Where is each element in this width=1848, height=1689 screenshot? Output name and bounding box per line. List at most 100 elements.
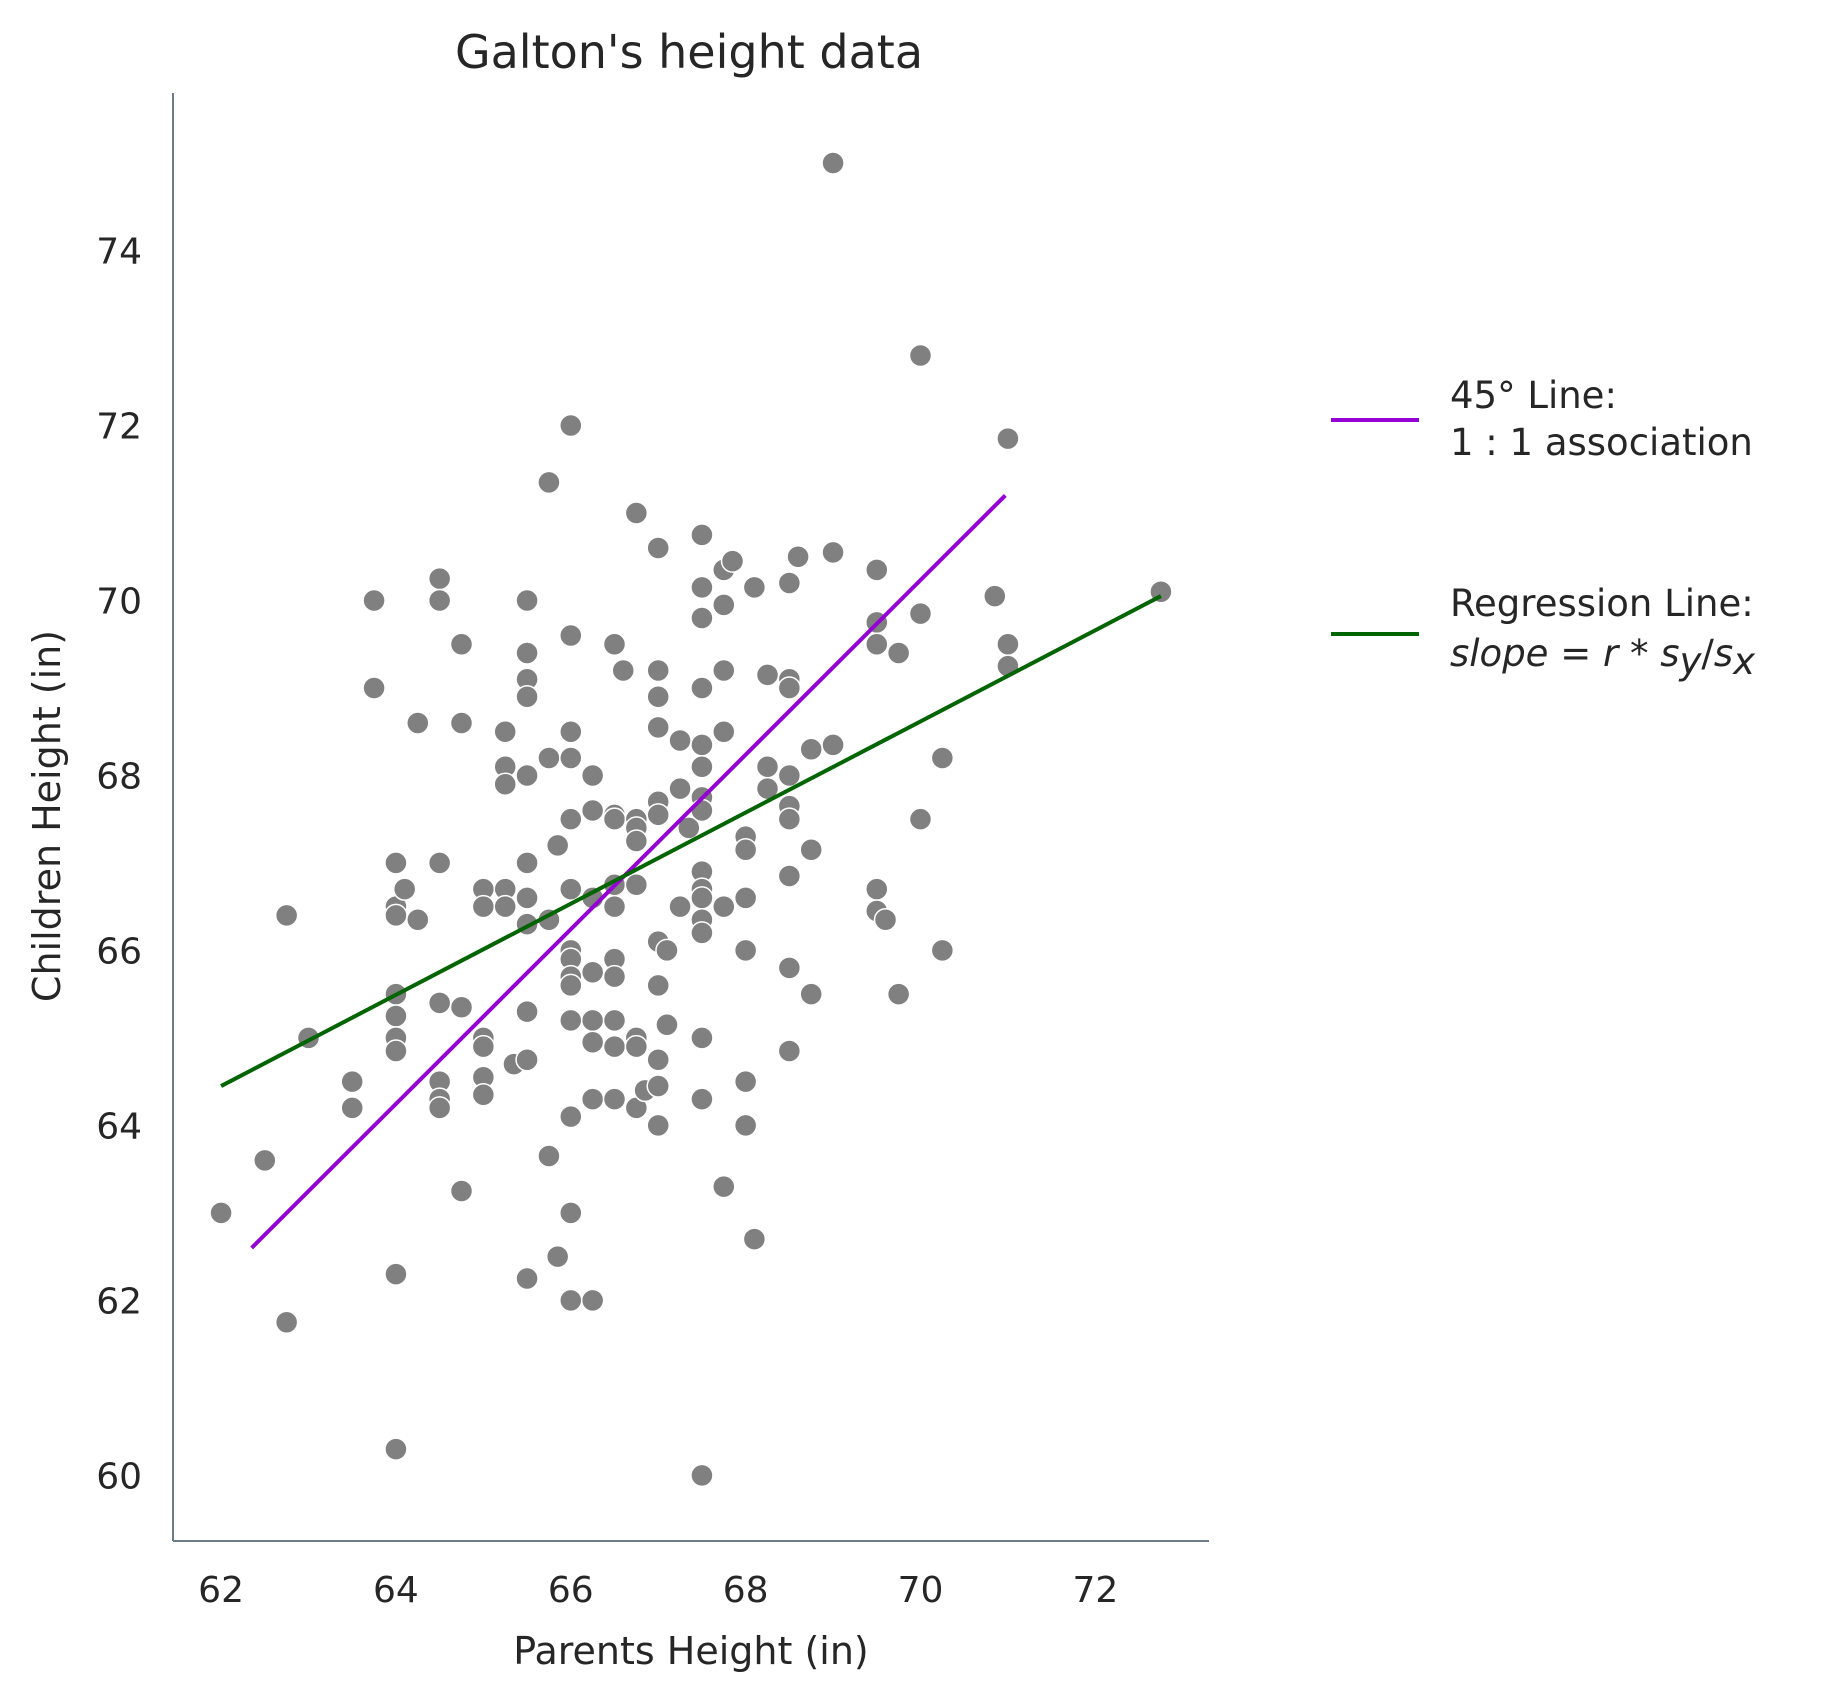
scatter-point — [427, 566, 452, 591]
scatter-point — [742, 1227, 767, 1251]
scatter-point — [493, 719, 517, 744]
regression-line — [220, 594, 1162, 1088]
scatter-point — [720, 549, 745, 573]
scatter-point — [449, 1179, 474, 1203]
scatter-point — [559, 973, 583, 998]
scatter-point — [209, 1201, 233, 1225]
legend-label-45-desc: 1 : 1 association — [1450, 421, 1753, 464]
scatter-point — [427, 851, 452, 875]
scatter-point — [384, 1004, 408, 1028]
x-tick-label: 64 — [373, 1570, 419, 1611]
scatter-point — [384, 903, 408, 928]
scatter-point — [515, 851, 539, 875]
x-tick-label: 70 — [898, 1570, 944, 1611]
scatter-point — [646, 684, 670, 709]
scatter-point — [602, 1034, 627, 1059]
scatter-point — [580, 1087, 605, 1111]
y-tick-label: 68 — [96, 756, 142, 797]
scatter-point — [799, 838, 823, 862]
scatter-point — [384, 1437, 408, 1461]
scatter-point — [646, 536, 670, 560]
scatter-point — [777, 763, 802, 788]
scatter-point — [821, 151, 845, 175]
y-tick-label: 70 — [96, 581, 142, 622]
scatter-point — [690, 1463, 714, 1488]
scatter-point — [602, 894, 627, 919]
scatter-point — [515, 999, 539, 1024]
scatter-point — [537, 470, 561, 495]
scatter-point — [655, 1013, 679, 1037]
scatter-point — [602, 1008, 627, 1033]
y-tick-label: 66 — [96, 931, 142, 972]
y-axis-label: Children Height (in) — [25, 630, 69, 1002]
scatter-point — [537, 746, 561, 770]
scatter-point — [908, 807, 933, 831]
scatter-point — [253, 1148, 277, 1173]
scatter-point — [733, 838, 758, 862]
scatter-point — [559, 1104, 583, 1129]
scatter-point — [624, 829, 649, 853]
scatter-point — [384, 1039, 408, 1063]
scatter-point — [755, 754, 780, 779]
scatter-point — [340, 1096, 364, 1120]
scatter-point — [624, 1034, 649, 1059]
scatter-point — [865, 632, 889, 656]
scatter-point — [690, 676, 714, 700]
scatter-point — [799, 982, 823, 1006]
scatter-point — [646, 803, 670, 827]
scatter-point — [777, 1039, 802, 1063]
scatter-point — [712, 593, 736, 617]
x-tick-label: 62 — [198, 1570, 244, 1611]
scatter-point — [690, 798, 714, 823]
scatter-point — [690, 1087, 714, 1111]
chart-title: Galton's height data — [455, 25, 923, 79]
scatter-point — [733, 938, 758, 963]
scatter-point — [406, 908, 430, 932]
x-axis-label: Parents Height (in) — [513, 1629, 869, 1673]
scatter-point — [515, 684, 539, 709]
scatter-point — [384, 851, 408, 875]
chart-lines — [220, 494, 1162, 1250]
scatter-point — [493, 894, 517, 919]
scatter-point — [777, 676, 802, 700]
y-tick-labels: 60 62 64 66 68 70 72 74 — [96, 231, 142, 1497]
scatter-point — [515, 641, 539, 665]
y-tick-label: 62 — [96, 1281, 142, 1322]
scatter-point — [865, 558, 889, 582]
scatter-point — [602, 964, 627, 989]
scatter-point — [580, 1008, 605, 1033]
scatter-point — [449, 711, 474, 735]
scatter-point — [580, 798, 605, 823]
scatter-point — [712, 1174, 736, 1199]
scatter-point — [471, 1034, 496, 1059]
scatter-point — [559, 1201, 583, 1225]
legend-label-45-line: 45° Line: — [1450, 374, 1617, 417]
scatter-point — [777, 571, 802, 595]
scatter-point — [624, 501, 649, 525]
scatter-point — [908, 343, 933, 368]
legend-label-regression: Regression Line: — [1450, 582, 1754, 625]
scatter-point — [777, 864, 802, 888]
x-tick-labels: 62 64 66 68 70 72 — [198, 1570, 1118, 1611]
scatter-point — [668, 894, 692, 919]
scatter-point — [559, 719, 583, 744]
scatter-point — [690, 523, 714, 547]
scatter-point — [668, 776, 692, 801]
scatter-point — [996, 426, 1020, 451]
scatter-point — [559, 1288, 583, 1313]
x-tick-label: 66 — [548, 1570, 594, 1611]
y-tick-label: 60 — [96, 1456, 142, 1497]
scatter-point — [755, 663, 780, 687]
scatter-point — [690, 575, 714, 600]
scatter-point — [668, 728, 692, 753]
scatter-point — [677, 816, 701, 840]
scatter-point — [996, 632, 1020, 656]
x-tick-label: 68 — [723, 1570, 769, 1611]
scatter-point — [274, 903, 299, 928]
scatter-point — [449, 995, 474, 1020]
scatter-point — [777, 956, 802, 980]
scatter-point — [362, 588, 386, 613]
scatter-point — [690, 606, 714, 630]
scatter-point — [733, 1069, 758, 1094]
